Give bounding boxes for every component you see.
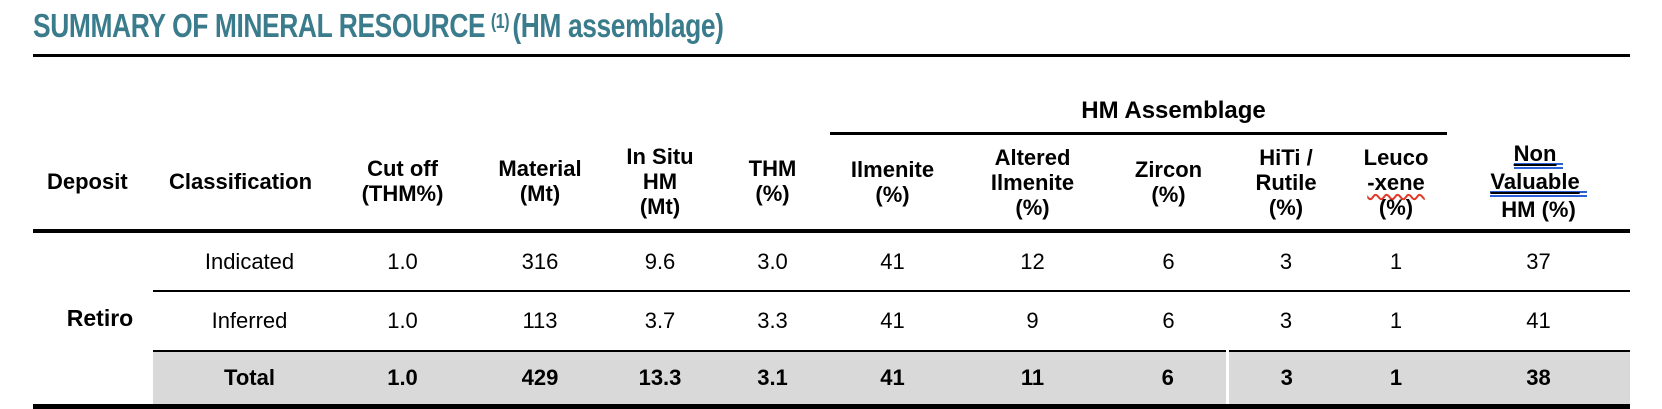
cell-non-valuable-hm: 41: [1447, 290, 1631, 351]
header-cell-non-valuable-hm: Non Valuable HM (%): [1447, 133, 1631, 233]
cell-classification: Inferred: [153, 290, 330, 351]
title-superscript: (1): [490, 11, 510, 33]
cell-thm: 3.0: [757, 248, 788, 274]
cell-classification: Total: [153, 350, 330, 409]
cell-zircon: 6: [1110, 290, 1227, 351]
header-cell-deposit: Deposit: [33, 133, 153, 233]
header-cell-zircon: Zircon (%): [1110, 133, 1227, 233]
cell-zircon: 6: [1110, 350, 1227, 409]
spellcheck-underline: -xene: [1367, 169, 1425, 195]
cell-in-situ-hm: 13.3: [605, 350, 715, 409]
cell-non-valuable-hm: 38: [1447, 350, 1631, 409]
cell-altered-ilmenite: 12: [1020, 248, 1045, 274]
group-header-hm-assemblage: HM Assemblage: [830, 77, 1448, 135]
cell-ilmenite: 41: [830, 350, 955, 409]
table-row-total: Total 1.0 429 13.3 3.1 41 11 6 3 1 38: [33, 350, 1631, 409]
cell-ilmenite: 41: [830, 290, 955, 351]
grammar-underline: Non: [1513, 142, 1564, 169]
table-row-inferred: Inferred 1.0 113 3.7 3.3 41 9 6 3 1 41: [33, 290, 1631, 351]
cell-cut-off: 1.0: [330, 350, 475, 409]
group-header-row: HM Assemblage: [33, 77, 1630, 135]
cell-classification: Indicated: [204, 248, 295, 274]
header-cell-leucoxene: Leuco -xene (%): [1345, 133, 1448, 233]
cell-hiti-rutile: 3: [1279, 248, 1293, 274]
cell-thm: 3.1: [715, 350, 830, 409]
cell-in-situ-hm: 9.6: [644, 248, 676, 274]
cell-hiti-rutile: 3: [1227, 290, 1345, 351]
cell-ilmenite: 41: [880, 248, 905, 274]
title-suffix: (HM assemblage): [512, 7, 724, 44]
cell-altered-ilmenite: 11: [955, 350, 1110, 409]
cell-altered-ilmenite: 9: [955, 290, 1110, 351]
header-cell-ilmenite: Ilmenite (%): [830, 133, 955, 233]
cell-cut-off: 1.0: [387, 248, 418, 274]
cell-hiti-rutile: 3: [1225, 350, 1345, 409]
cell-leucoxene: 1: [1345, 290, 1448, 351]
cell-in-situ-hm: 3.7: [605, 290, 715, 351]
group-spacer-left: [33, 77, 830, 134]
cell-material: 113: [475, 290, 605, 351]
cell-material: 429: [475, 350, 605, 409]
cell-cut-off: 1.0: [330, 290, 475, 351]
mineral-resource-table: HM Assemblage Deposit Classification Cut…: [33, 77, 1631, 409]
column-header-row: Deposit Classification Cut off (THM%) Ma…: [33, 133, 1631, 233]
page-title: SUMMARY OF MINERAL RESOURCE (1)(HM assemb…: [33, 6, 1311, 51]
header-cell-thm: THM (%): [715, 133, 830, 233]
title-rule: [33, 54, 1630, 57]
header-cell-in-situ-hm: In Situ HM (Mt): [605, 133, 715, 233]
header-cell-cut-off: Cut off (THM%): [330, 133, 475, 233]
cell-leucoxene: 1: [1389, 248, 1403, 274]
cell-leucoxene: 1: [1345, 350, 1448, 409]
title-text: SUMMARY OF MINERAL RESOURCE: [33, 7, 486, 44]
header-cell-material: Material (Mt): [475, 133, 605, 233]
header-cell-altered-ilmenite: Altered Ilmenite (%): [955, 133, 1110, 233]
cell-zircon: 6: [1162, 248, 1175, 274]
header-cell-classification: Classification: [153, 133, 330, 233]
group-spacer-right: [1447, 77, 1630, 134]
grammar-underline: Valuable: [1490, 170, 1587, 197]
deposit-cell: Retiro: [33, 231, 153, 409]
cell-non-valuable-hm: 37: [1526, 248, 1551, 274]
header-cell-hiti-rutile: HiTi / Rutile (%): [1227, 133, 1345, 233]
cell-material: 316: [521, 248, 559, 274]
table-row-indicated: Retiro Indicated 1.0 316 9.6 3.0 41 12 6…: [33, 231, 1630, 409]
cell-thm: 3.3: [715, 290, 830, 351]
